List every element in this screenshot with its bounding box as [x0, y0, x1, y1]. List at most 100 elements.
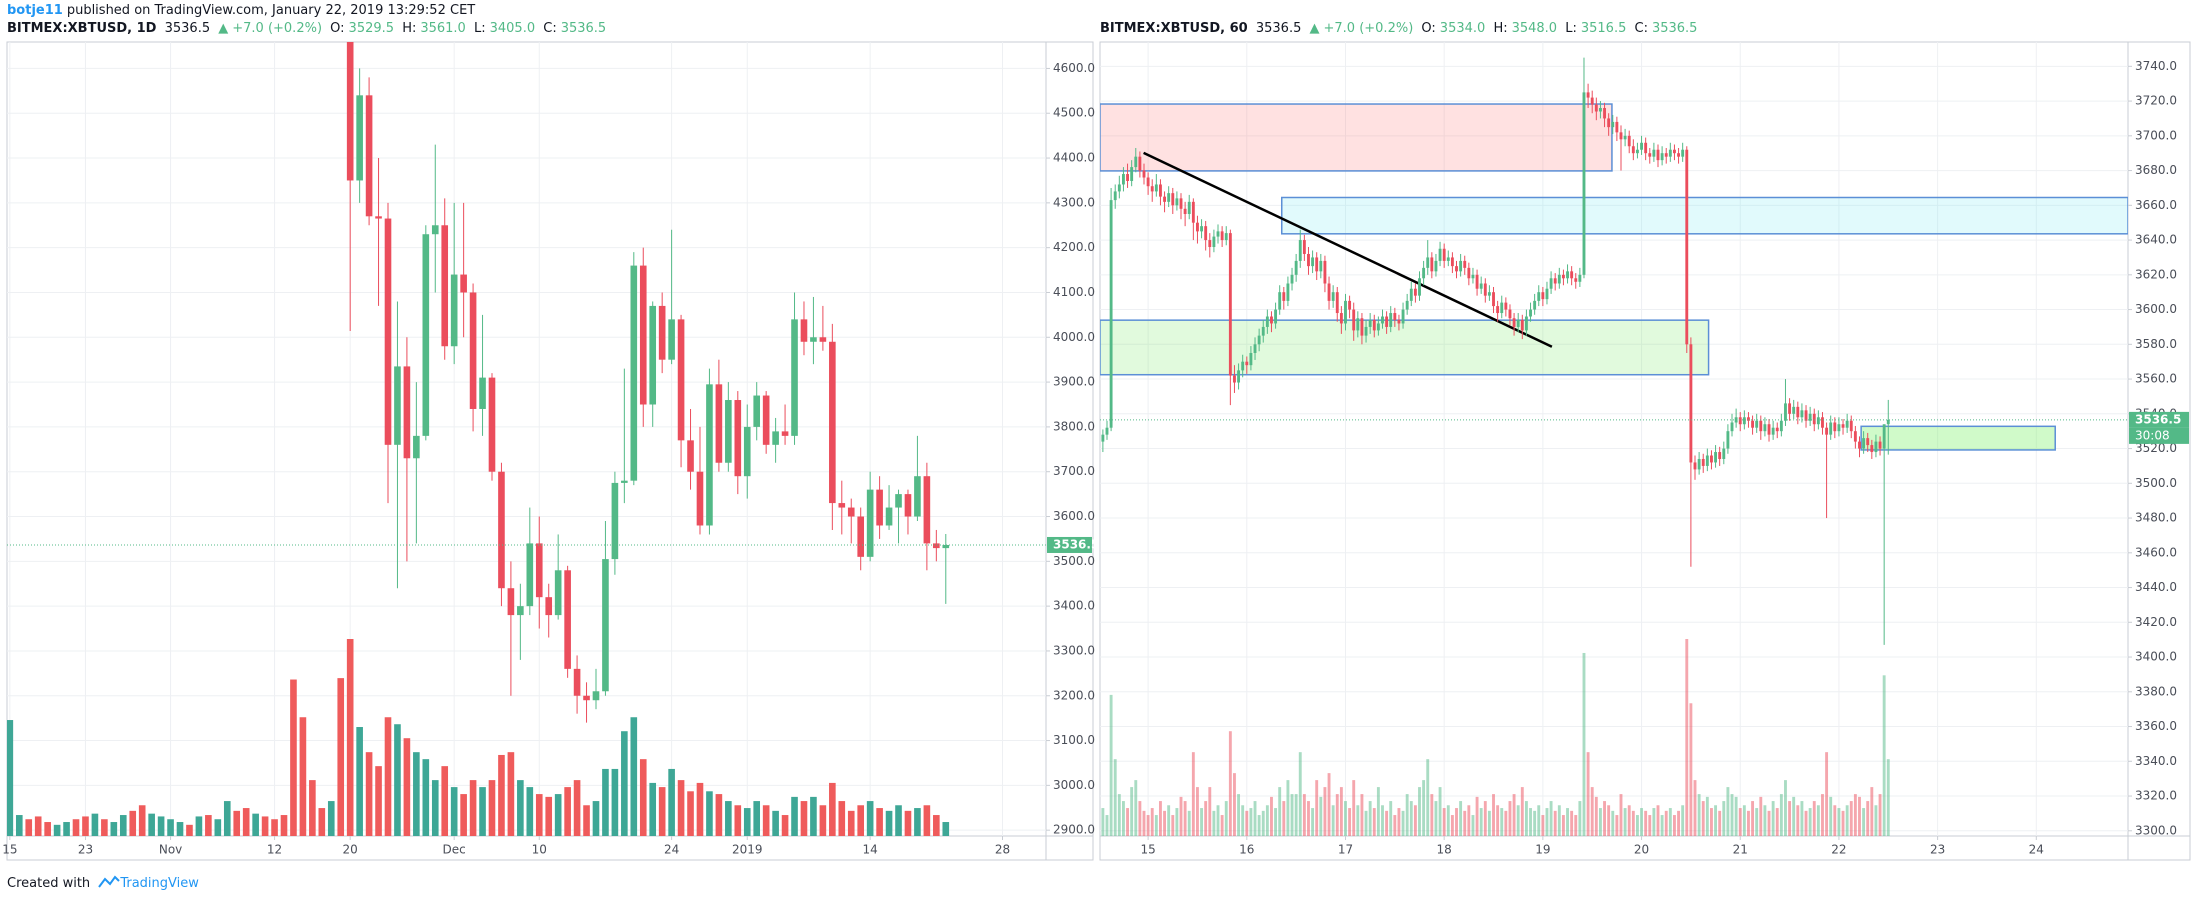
brand[interactable]: TradingView — [120, 876, 199, 891]
x-tick-label: 28 — [995, 843, 1010, 857]
volume-bar — [176, 822, 184, 836]
candle-body — [668, 319, 675, 360]
volume-bar — [1734, 796, 1738, 836]
candle-body — [1747, 417, 1750, 421]
candle-body — [904, 494, 912, 517]
volume-bar — [205, 815, 212, 836]
volume-bar — [923, 805, 931, 836]
x-tick-label: 19 — [1535, 843, 1550, 857]
candle-body — [1422, 267, 1426, 279]
candle-body — [1298, 240, 1302, 261]
candle-body — [1138, 156, 1142, 171]
candle-body — [1126, 174, 1129, 181]
candle-body — [1121, 174, 1125, 185]
volume-bar — [1697, 794, 1701, 836]
o-label: O: — [330, 21, 345, 36]
l-label: L: — [473, 21, 486, 36]
candle-body — [1385, 316, 1389, 327]
volume-bar — [271, 819, 278, 836]
volume-bar — [1397, 808, 1401, 836]
candle-body — [1574, 278, 1578, 282]
candle-body — [1233, 375, 1236, 383]
candle-body — [1257, 335, 1261, 345]
candle-body — [1825, 427, 1829, 435]
candle-body — [1730, 422, 1734, 432]
x-tick-label: Nov — [159, 843, 182, 857]
candle-body — [394, 366, 401, 445]
candle-body — [923, 476, 931, 544]
candle-body — [1463, 260, 1467, 268]
volume-bar — [753, 801, 761, 836]
volume-bar — [34, 816, 42, 836]
volume-bar — [1467, 805, 1471, 836]
candle-body — [847, 507, 855, 517]
candle-body — [942, 544, 950, 549]
volume-bar — [1685, 639, 1689, 836]
volume-bar — [82, 816, 89, 836]
candle-body — [1541, 292, 1545, 300]
x-tick-label: 22 — [1831, 843, 1846, 857]
candle-body — [658, 305, 666, 360]
candle-body — [450, 274, 458, 347]
y-tick-label: 4500.0 — [1053, 106, 1095, 120]
candle-body — [1323, 260, 1327, 284]
y-tick-label: 4400.0 — [1053, 151, 1095, 165]
volume-bar — [1237, 794, 1241, 836]
volume-bar — [1418, 787, 1421, 836]
x-tick-label: Dec — [443, 843, 466, 857]
volume-bar — [611, 768, 619, 836]
volume-bar — [687, 791, 694, 836]
volume-bar — [1442, 808, 1446, 836]
volume-bar — [1858, 796, 1861, 836]
x-tick-label: 14 — [863, 843, 878, 857]
volume-bar — [904, 810, 912, 836]
volume-bar — [214, 819, 222, 836]
volume-bar — [186, 824, 193, 836]
volume-bar — [1224, 801, 1228, 836]
candle-body — [1635, 149, 1639, 154]
candle-body — [1882, 424, 1886, 449]
y-tick-label: 3320.0 — [2135, 789, 2177, 803]
volume-bar — [1557, 805, 1561, 836]
volume-bar — [488, 780, 496, 836]
x-tick-label: 15 — [1140, 843, 1155, 857]
volume-bar — [1742, 805, 1746, 836]
volume-bar — [933, 815, 940, 836]
candle-body — [1553, 278, 1557, 284]
candle-body — [1228, 233, 1232, 376]
x-tick-label: 12 — [267, 843, 282, 857]
volume-bar — [1640, 808, 1643, 836]
volume-bar — [1159, 801, 1162, 836]
volume-bar — [1627, 805, 1631, 836]
volume-bar — [365, 752, 373, 836]
candle-body — [1146, 177, 1150, 187]
volume-bar — [1866, 801, 1870, 836]
volume-bar — [223, 801, 231, 836]
y-tick-label: 3720.0 — [2135, 94, 2177, 108]
candle-body — [706, 384, 713, 526]
volume-bar — [639, 759, 647, 836]
volume-bar — [1302, 794, 1306, 836]
candle-body — [1874, 441, 1878, 453]
candle-body — [1237, 370, 1241, 383]
candle-body — [1816, 417, 1820, 425]
last: 3536.5 — [1255, 21, 1302, 36]
volume-bar — [1660, 815, 1664, 836]
volume-bar — [1434, 801, 1438, 836]
footer: Created with TradingView — [7, 873, 203, 891]
volume-bar — [403, 738, 411, 836]
volume-bar — [554, 794, 562, 836]
volume-bar — [1529, 808, 1532, 836]
candle-body — [1742, 417, 1746, 425]
candle-body — [1545, 288, 1549, 300]
candle-body — [488, 377, 496, 472]
candle-body — [1196, 222, 1199, 232]
l-value: 3405.0 — [489, 21, 536, 36]
candle-body — [1467, 267, 1471, 279]
volume-bar — [1315, 780, 1319, 836]
author[interactable]: botje11 — [7, 3, 63, 18]
volume-bar — [1582, 652, 1586, 836]
volume-bar — [1767, 810, 1771, 836]
volume-bar — [1270, 796, 1273, 836]
y-tick-label: 3680.0 — [2135, 163, 2177, 177]
